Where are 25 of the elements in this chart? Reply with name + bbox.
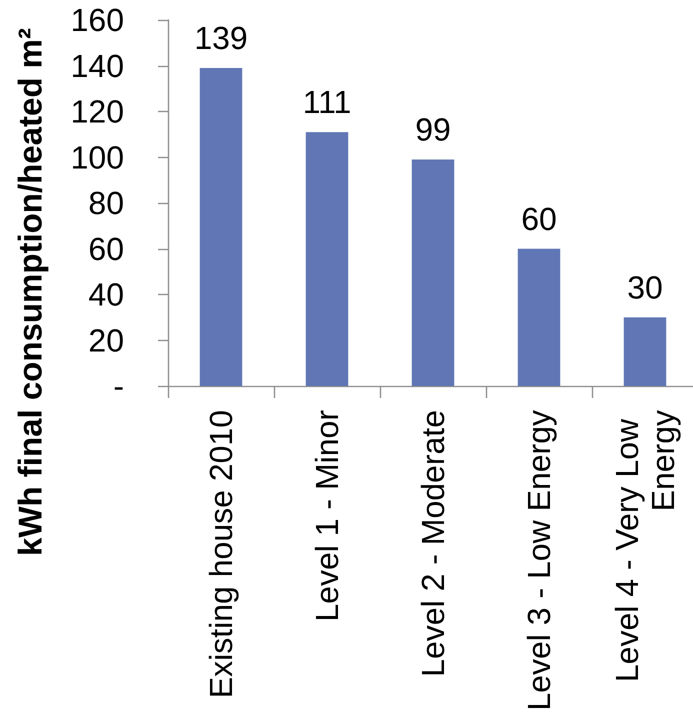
x-tick-label: Level 4 - Very Low Energy	[609, 410, 681, 682]
y-tick-label: 40	[88, 276, 124, 312]
data-label: 111	[302, 84, 352, 120]
y-tick-label: 140	[70, 48, 124, 84]
data-label: 30	[627, 269, 663, 306]
data-label: 99	[415, 112, 451, 148]
bar	[200, 68, 242, 386]
x-tick-label: Level 2 - Moderate	[415, 410, 451, 677]
y-axis-title: kWh final consumption/heated m²	[12, 28, 48, 556]
y-tick-label: -	[113, 368, 124, 404]
x-tick-label: Existing house 2010	[203, 410, 239, 698]
y-tick-label: 160	[70, 2, 124, 38]
bar	[518, 248, 560, 386]
data-label: 139	[194, 20, 248, 56]
y-tick-label: 60	[88, 230, 124, 267]
y-tick-label: 120	[70, 94, 124, 130]
data-label: 60	[521, 200, 557, 237]
y-tick-label: 20	[88, 322, 124, 358]
bar	[306, 132, 348, 386]
bar	[624, 317, 666, 386]
x-tick-label: Level 3 - Low Energy	[521, 410, 557, 711]
y-tick-label: 80	[88, 185, 124, 221]
bar	[412, 160, 454, 386]
x-tick-label: Level 1 - Minor	[309, 410, 345, 622]
y-tick-label: 100	[70, 139, 124, 176]
